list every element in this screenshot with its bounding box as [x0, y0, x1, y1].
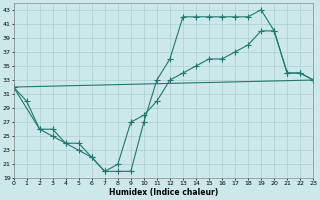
X-axis label: Humidex (Indice chaleur): Humidex (Indice chaleur)	[109, 188, 218, 197]
